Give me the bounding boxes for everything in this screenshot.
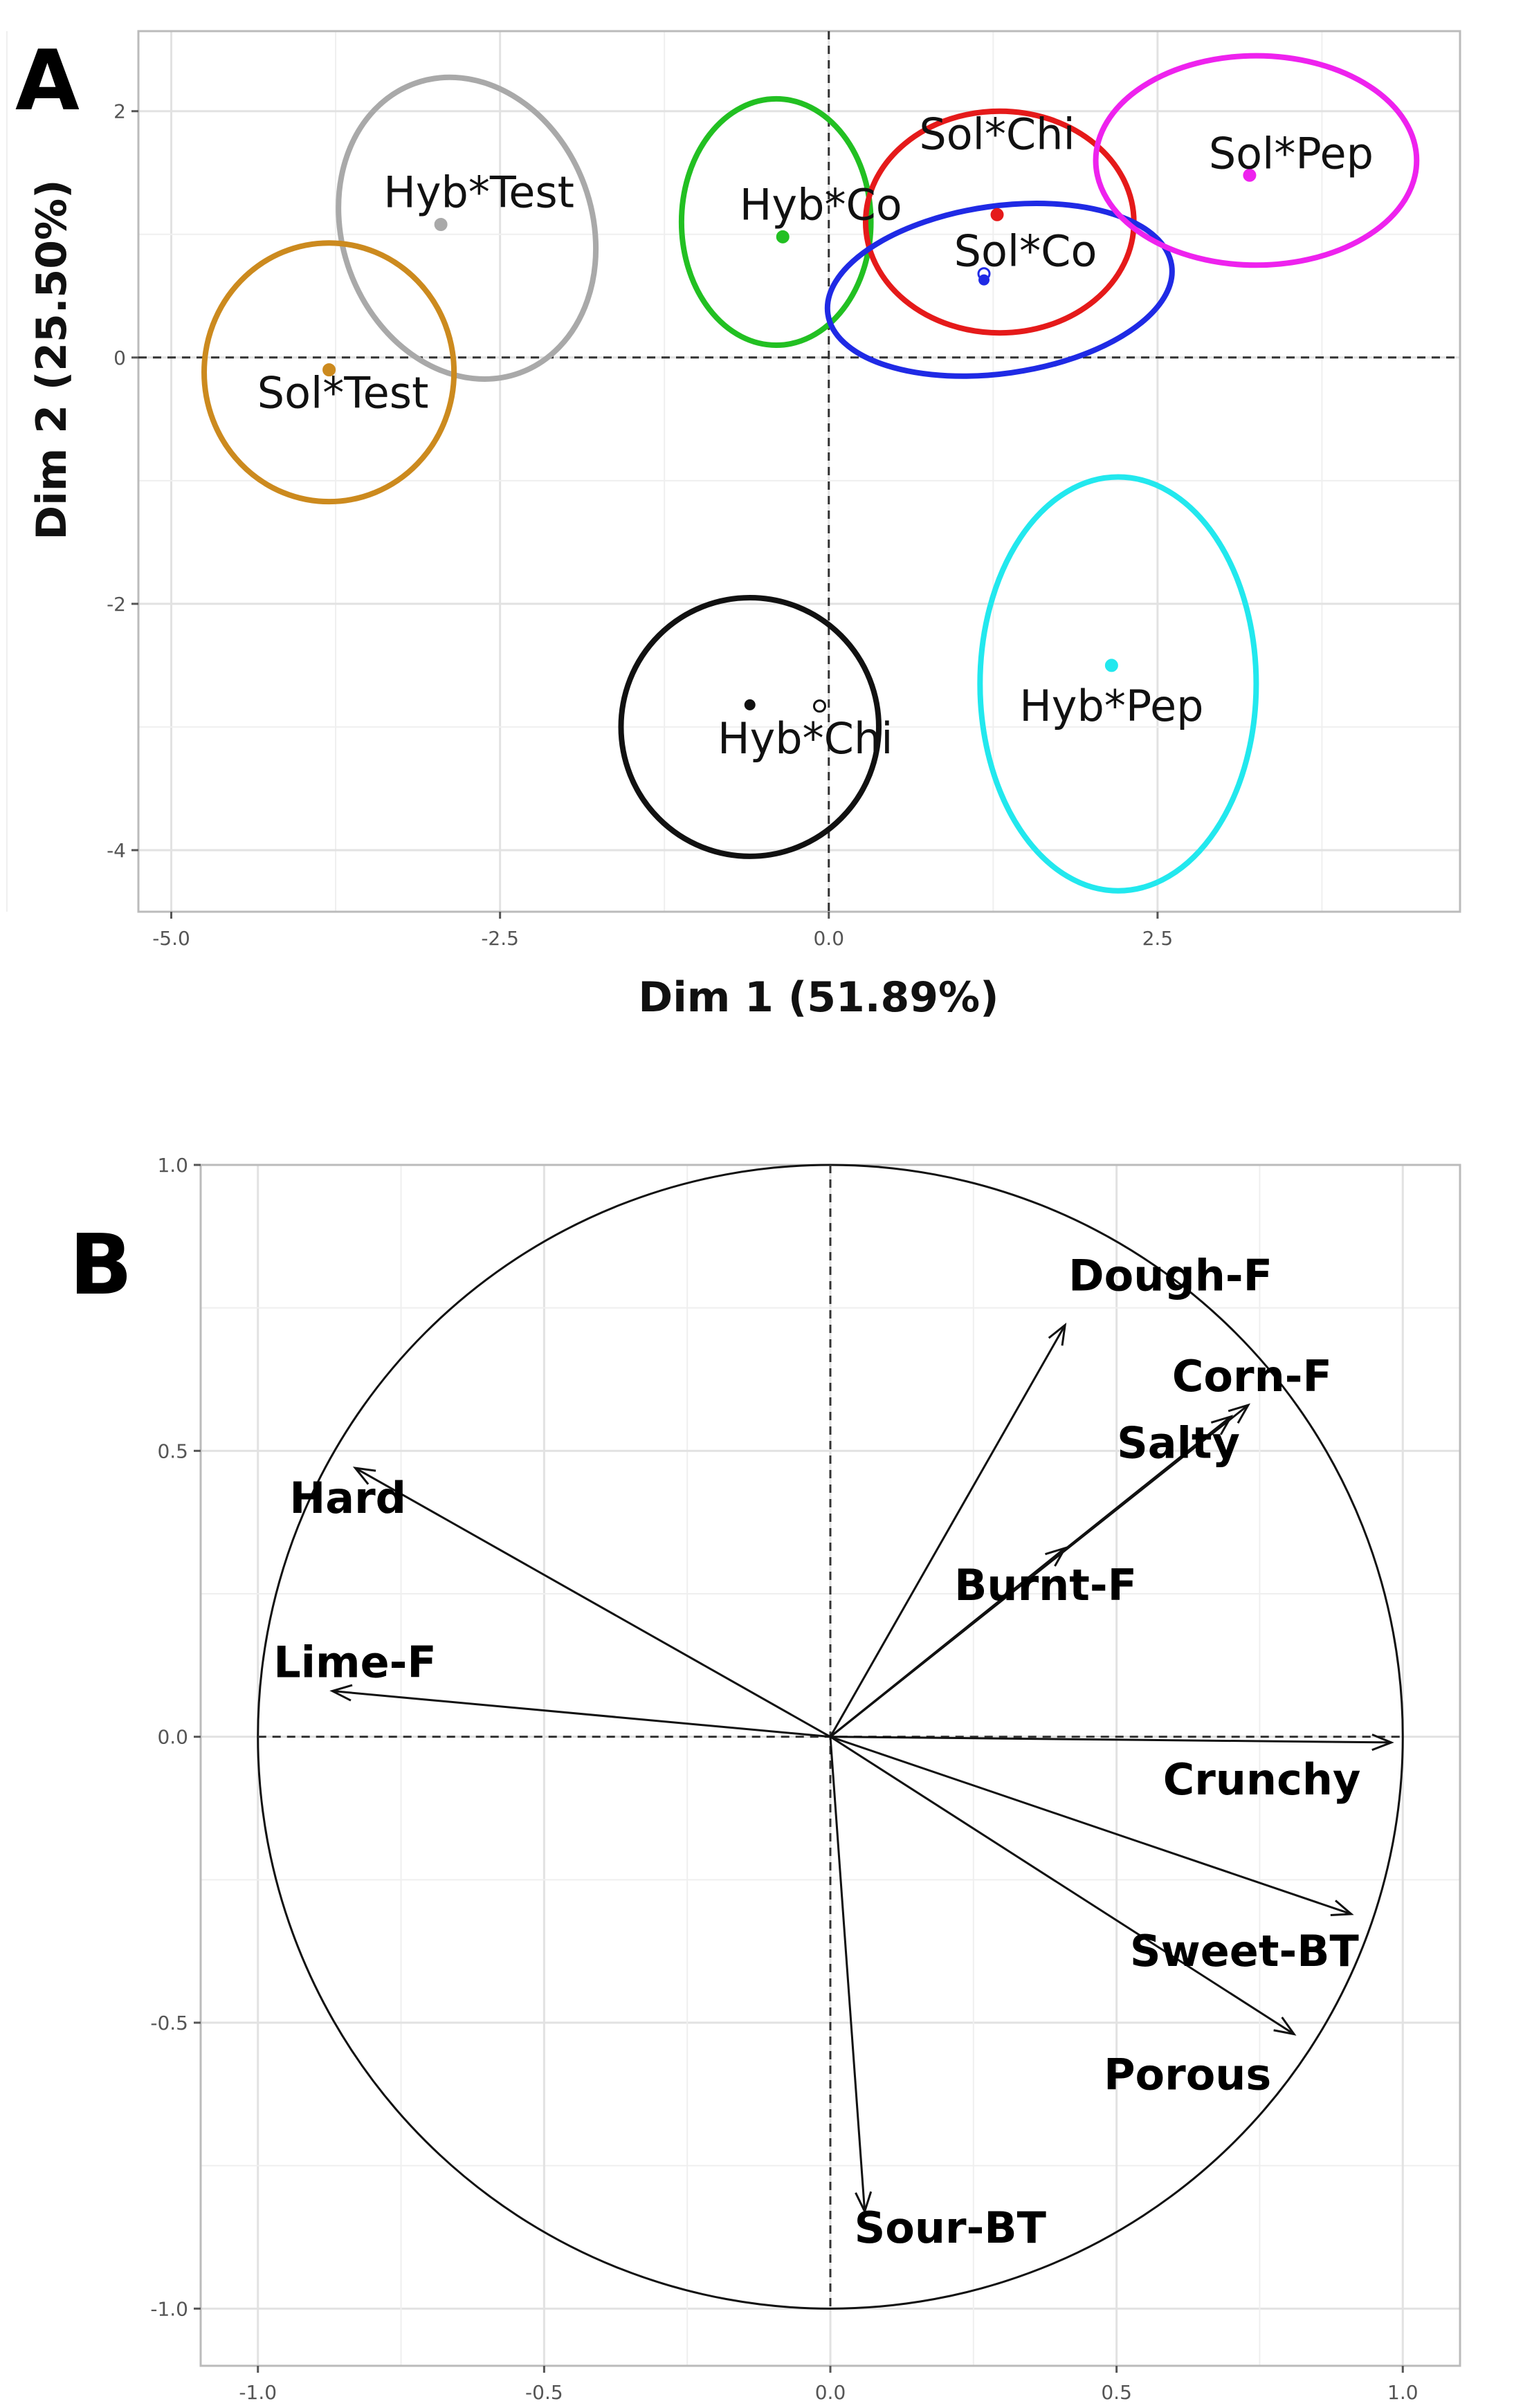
- variable-label: Sour-BT: [855, 2203, 1046, 2253]
- x-tick-label: 0.5: [1101, 2381, 1132, 2404]
- group-mean-point: [435, 219, 447, 230]
- group-centroid-marker: [990, 208, 1004, 221]
- variable-arrow-head: [1371, 1734, 1394, 1752]
- y-axis-title-a: Dim 2 (25.50%): [28, 179, 76, 540]
- group-label: Sol*Chi: [919, 109, 1075, 159]
- variable-label: Corn-F: [1172, 1351, 1332, 1401]
- group-centroid-marker: [322, 363, 336, 377]
- panel-a: Hyb*Test Sol*Test Hyb*Co Sol*Chi Sol*Co Sol*P…: [6, 30, 1461, 1022]
- variable-arrow-head: [352, 1467, 376, 1485]
- variable-arrow-head: [1228, 1403, 1251, 1424]
- variable-arrow-shaft: [829, 1324, 1066, 1738]
- variable-label: Porous: [1104, 2050, 1271, 2100]
- ellipse-sol-pep: [1093, 53, 1420, 268]
- group-label: Hyb*Chi: [718, 713, 893, 764]
- variable-arrow-shaft: [830, 1736, 1352, 1915]
- group-centroid-marker: [1243, 168, 1257, 182]
- x-axis-title-a: Dim 1 (51.89%): [638, 973, 998, 1022]
- y-tick-label: 1.0: [157, 1154, 188, 1177]
- variable-label: Lime-F: [273, 1637, 436, 1688]
- variable-label: Burnt-F: [954, 1560, 1137, 1610]
- group-mean-point: [1243, 169, 1255, 181]
- x-tick-label: 1.0: [1387, 2381, 1419, 2404]
- ellipse-hyb-co: [678, 95, 874, 349]
- y-tick-label: 0.0: [157, 1726, 188, 1749]
- panel-a-frame: [137, 30, 1461, 913]
- group-centroid-marker: [812, 699, 826, 713]
- variable-arrows: [329, 1322, 1394, 2214]
- group-label: Hyb*Co: [740, 179, 902, 230]
- panel-letter-a: A: [15, 33, 80, 129]
- group-centroid-marker: [776, 230, 790, 243]
- y-tick-label: -0.5: [150, 2012, 188, 2034]
- ellipse-hyb-chi: [618, 594, 882, 859]
- group-mean-point: [1106, 659, 1118, 671]
- variable-arrow-shaft: [830, 1736, 1392, 1744]
- variable-arrow-head: [1045, 1546, 1068, 1567]
- y-tick-label: 2: [113, 100, 126, 123]
- x-tick-label: 2.5: [1142, 927, 1174, 950]
- variable-labels: Dough-F Corn-F Salty Burnt-F Hard Lime-F Crunc…: [273, 1250, 1360, 2252]
- group-mean-point: [323, 364, 335, 376]
- group-centroid-marker: [977, 267, 991, 281]
- group-label: Hyb*Test: [383, 167, 574, 218]
- y-tick-label: -2: [107, 593, 126, 616]
- variable-arrow-shaft: [829, 1736, 866, 2212]
- group-mean-point: [992, 209, 1003, 221]
- y-tick-label: 0: [113, 347, 126, 369]
- x-tick-label: 0.0: [815, 2381, 846, 2404]
- x-ticks-b: -1.0 -0.5 0.0 0.5 1.0: [239, 2366, 1419, 2404]
- variable-label: Dough-F: [1068, 1250, 1273, 1300]
- x-tick-label: -0.5: [525, 2381, 563, 2404]
- variable-arrow-shaft: [830, 1547, 1066, 1738]
- variable-arrow-shaft: [830, 1736, 1295, 2035]
- ellipse-sol-co: [824, 201, 1175, 379]
- group-label: Sol*Pep: [1209, 128, 1374, 178]
- x-tick-label: -5.0: [152, 927, 190, 950]
- group-labels: Hyb*Test Sol*Test Hyb*Co Sol*Chi Sol*Co Sol*P…: [257, 109, 1374, 764]
- variable-arrow-head: [1273, 2016, 1297, 2036]
- variable-arrow-shaft: [332, 1690, 831, 1738]
- variable-label: Crunchy: [1163, 1754, 1361, 1805]
- group-label: Sol*Test: [257, 368, 429, 419]
- variable-label: Hard: [289, 1473, 406, 1523]
- y-tick-label: 0.5: [157, 1440, 188, 1462]
- ellipse-sol-test: [201, 240, 457, 505]
- ellipse-hyb-pep: [977, 474, 1259, 894]
- group-label: Sol*Co: [954, 226, 1097, 277]
- panel-letter-b: B: [69, 1217, 132, 1314]
- variable-arrow-head: [1048, 1322, 1067, 1346]
- x-tick-label: -2.5: [481, 927, 519, 950]
- y-ticks-a: -4 -2 0 2: [107, 100, 138, 862]
- variable-label: Sweet-BT: [1130, 1926, 1359, 1976]
- x-tick-label: 0.0: [813, 927, 844, 950]
- variable-arrow-head: [855, 2191, 873, 2214]
- y-tick-label: -1.0: [150, 2297, 188, 2320]
- group-points: [322, 168, 1257, 713]
- group-mean-point: [777, 231, 789, 243]
- variable-arrow-head: [1210, 1415, 1234, 1435]
- y-ticks-b: -1.0 -0.5 0.0 0.5 1.0: [150, 1154, 201, 2320]
- group-centroid-marker: [1104, 659, 1118, 672]
- variable-label: Salty: [1117, 1418, 1240, 1469]
- ellipse-hyb-test: [336, 74, 599, 382]
- x-tick-label: -1.0: [239, 2381, 277, 2404]
- panel-b: Dough-F Corn-F Salty Burnt-F Hard Lime-F Crunc…: [69, 1154, 1461, 2404]
- group-label: Hyb*Pep: [1019, 681, 1203, 731]
- variable-arrow-shaft: [354, 1467, 831, 1738]
- x-ticks-a: -5.0 -2.5 0.0 2.5: [152, 912, 1173, 950]
- variable-arrow-head: [1330, 1900, 1354, 1916]
- group-mean-point: [744, 699, 756, 710]
- confidence-ellipses: [201, 53, 1420, 894]
- variable-arrow-head: [329, 1684, 353, 1702]
- y-tick-label: -4: [107, 839, 126, 862]
- group-centroid-marker: [434, 218, 448, 232]
